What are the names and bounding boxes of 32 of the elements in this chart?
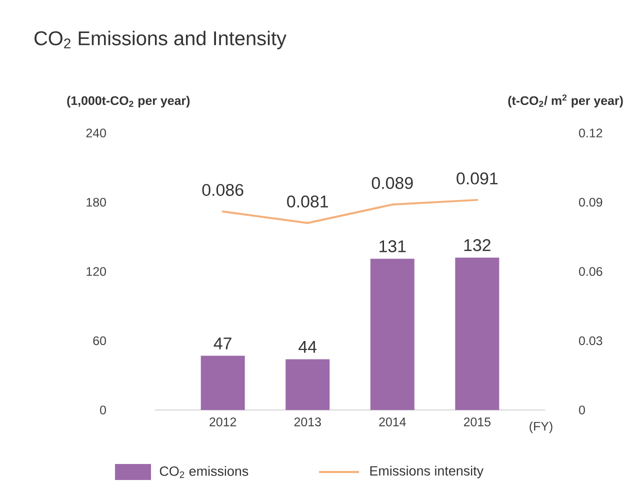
data-label: 0.091 bbox=[456, 172, 498, 184]
bar bbox=[286, 359, 330, 410]
x-axis-title: (FY) bbox=[530, 422, 552, 434]
bar bbox=[370, 258, 414, 410]
data-label: 132 bbox=[464, 239, 490, 252]
x-tick-label: 2012 bbox=[210, 418, 236, 426]
data-label: 0.081 bbox=[287, 196, 328, 208]
y-tick-label: 240 bbox=[86, 128, 106, 138]
y2-axis-title: (t-CO$_{2}$/ m$^{2}$ per year) bbox=[508, 94, 623, 108]
data-label: 0.089 bbox=[372, 177, 413, 190]
legend-label: Emissions intensity bbox=[370, 466, 484, 478]
x-tick-label: 2015 bbox=[464, 418, 490, 426]
chart-title: CO$_{2}$ Emissions and Intensity bbox=[34, 30, 286, 50]
y-tick-label: 0 bbox=[100, 406, 106, 414]
y-tick-label: 120 bbox=[86, 267, 106, 276]
data-label: 44 bbox=[298, 341, 317, 353]
legend-label: CO$_{2}$ emissions bbox=[160, 466, 248, 478]
data-label: 131 bbox=[380, 240, 406, 252]
y2-tick-label: 0 bbox=[579, 406, 585, 414]
y-tick-label: 60 bbox=[93, 336, 106, 346]
y-axis-title: (1,000t-CO$_{2}$ per year) bbox=[67, 96, 190, 108]
x-tick-label: 2014 bbox=[379, 418, 406, 426]
x-tick-label: 2013 bbox=[294, 418, 321, 426]
data-label: 0.086 bbox=[202, 184, 244, 196]
bar bbox=[455, 258, 500, 410]
y2-tick-label: 0.09 bbox=[579, 198, 602, 207]
data-label: 47 bbox=[214, 338, 232, 350]
y-tick-label: 180 bbox=[86, 198, 106, 207]
y2-tick-label: 0.06 bbox=[579, 267, 602, 276]
y2-tick-label: 0.12 bbox=[579, 128, 602, 138]
y2-tick-label: 0.03 bbox=[579, 336, 602, 346]
bar bbox=[200, 356, 245, 410]
